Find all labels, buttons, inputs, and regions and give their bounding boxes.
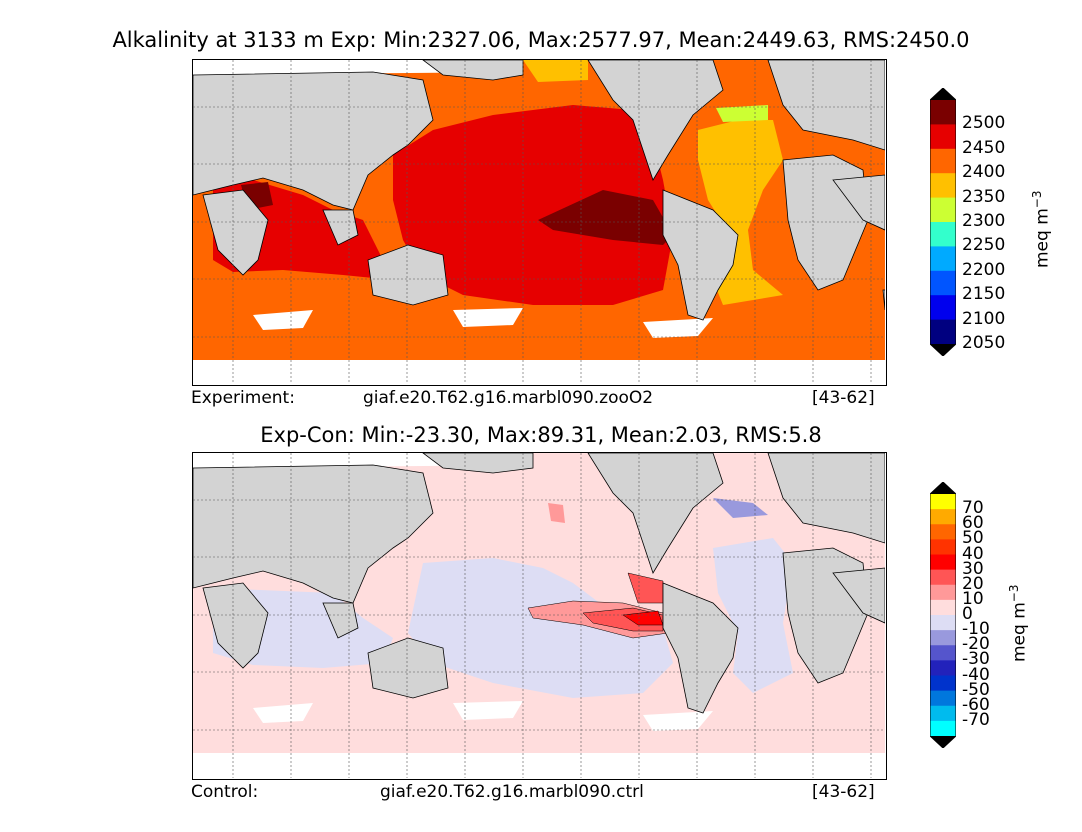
top-colorbar-swatch (930, 222, 956, 247)
top-colorbar-tick-label: 2100 (962, 308, 1006, 329)
bottom-colorbar-tick-label: -20 (962, 634, 990, 655)
top-colorbar-tick-label: 2500 (962, 113, 1006, 134)
top-colorbar-swatch (930, 197, 956, 223)
bottom-colorbar-swatch (930, 584, 956, 601)
top-colorbar-under-arrow (930, 344, 956, 356)
bottom-colorbar-tick-label: -60 (962, 694, 990, 715)
bottom-colorbar-swatch (930, 539, 956, 555)
bottom-colorbar-tick-label: 0 (962, 604, 973, 624)
arctic-yellow (523, 60, 588, 82)
top-panel-title: Alkalinity at 3133 m Exp: Min:2327.06, M… (112, 28, 970, 52)
bottom-colorbar-tick-label: 40 (962, 543, 984, 564)
bottom-colorbar-swatch (930, 645, 956, 661)
bottom-colorbar-tick-label: 10 (962, 588, 984, 609)
bottom-colorbar-tick-label: 60 (962, 513, 984, 534)
bottom-footer-label: Control: (191, 782, 259, 802)
bottom-colorbar-swatch (930, 494, 956, 510)
top-colorbar-swatch (930, 319, 956, 345)
top-colorbar-swatch (930, 246, 956, 272)
bottom-footer-case: giaf.e20.T62.g16.marbl090.ctrl (380, 782, 644, 802)
bottom-colorbar-tick-label: 70 (962, 498, 984, 519)
top-colorbar-tick-label: 2400 (962, 162, 1006, 183)
top-colorbar-tick-label: 2050 (962, 333, 1006, 353)
bottom-colorbar-tick-label: 20 (962, 573, 984, 594)
bottom-footer-years: [43-62] (812, 782, 875, 802)
bottom-colorbar-tick-label: -50 (962, 679, 990, 700)
bottom-colorbar-swatch (930, 675, 956, 692)
top-footer-years: [43-62] (812, 388, 875, 408)
bottom-colorbar-swatch (930, 720, 956, 737)
pacific-negative-region (408, 558, 673, 698)
bottom-colorbar (929, 481, 957, 749)
bottom-colorbar-tick-label: -30 (962, 649, 990, 670)
top-colorbar (929, 87, 957, 357)
top-colorbar-tick-label: 2200 (962, 259, 1006, 280)
bottom-map (192, 452, 887, 780)
atlantic-ocean-region (698, 120, 783, 305)
top-colorbar-swatch (930, 295, 956, 321)
top-colorbar-swatch (930, 124, 956, 150)
top-colorbar-swatch (930, 100, 956, 125)
top-footer-label: Experiment: (191, 388, 295, 408)
bottom-colorbar-under-arrow (930, 736, 956, 748)
bottom-colorbar-swatch (930, 660, 956, 676)
bottom-panel-title: Exp-Con: Min:-23.30, Max:89.31, Mean:2.0… (260, 423, 822, 447)
north-atlantic-negative (713, 498, 768, 518)
top-colorbar-tick-label: 2300 (962, 211, 1006, 231)
bottom-colorbar-tick-label: 50 (962, 528, 984, 549)
top-colorbar-tick-label: 2350 (962, 186, 1006, 207)
bottom-colorbar-swatch (930, 509, 956, 525)
top-colorbar-over-arrow (930, 88, 956, 100)
bottom-colorbar-tick-label: 30 (962, 558, 984, 579)
bottom-colorbar-over-arrow (930, 482, 956, 494)
bottom-colorbar-swatch (930, 630, 956, 646)
top-colorbar-tick-label: 2250 (962, 235, 1006, 256)
north-atlantic-green (716, 105, 768, 122)
pacific-dark-core (538, 190, 673, 245)
top-colorbar-tick-label: 2450 (962, 137, 1006, 158)
top-colorbar-tick-label: 2150 (962, 284, 1006, 305)
atlantic-negative-region (713, 538, 793, 693)
bottom-colorbar-swatch (930, 599, 956, 616)
bottom-colorbar-swatch (930, 615, 956, 631)
bottom-colorbar-swatch (930, 569, 956, 586)
bottom-colorbar-swatch (930, 705, 956, 722)
top-colorbar-units: meq m−3 (1030, 190, 1053, 268)
bottom-colorbar-swatch (930, 690, 956, 707)
bottom-colorbar-units: meq m−3 (1007, 584, 1030, 662)
bottom-colorbar-swatch (930, 524, 956, 540)
top-colorbar-swatch (930, 173, 956, 199)
top-map (192, 59, 887, 386)
bottom-colorbar-swatch (930, 554, 956, 571)
pacific-ocean-region (393, 105, 673, 305)
antarctic-white (193, 360, 885, 384)
top-colorbar-swatch (930, 148, 956, 174)
top-footer-case: giaf.e20.T62.g16.marbl090.zooO2 (363, 388, 654, 408)
top-colorbar-swatch (930, 270, 956, 296)
bottom-colorbar-tick-label: -40 (962, 664, 990, 685)
land-masses (193, 453, 885, 714)
bottom-colorbar-tick-label: -70 (962, 709, 990, 730)
map-gridlines (193, 60, 885, 384)
map-gridlines (193, 453, 885, 778)
antarctic-white (193, 753, 885, 778)
bottom-colorbar-tick-label: -10 (962, 619, 990, 640)
land-masses (193, 60, 885, 321)
